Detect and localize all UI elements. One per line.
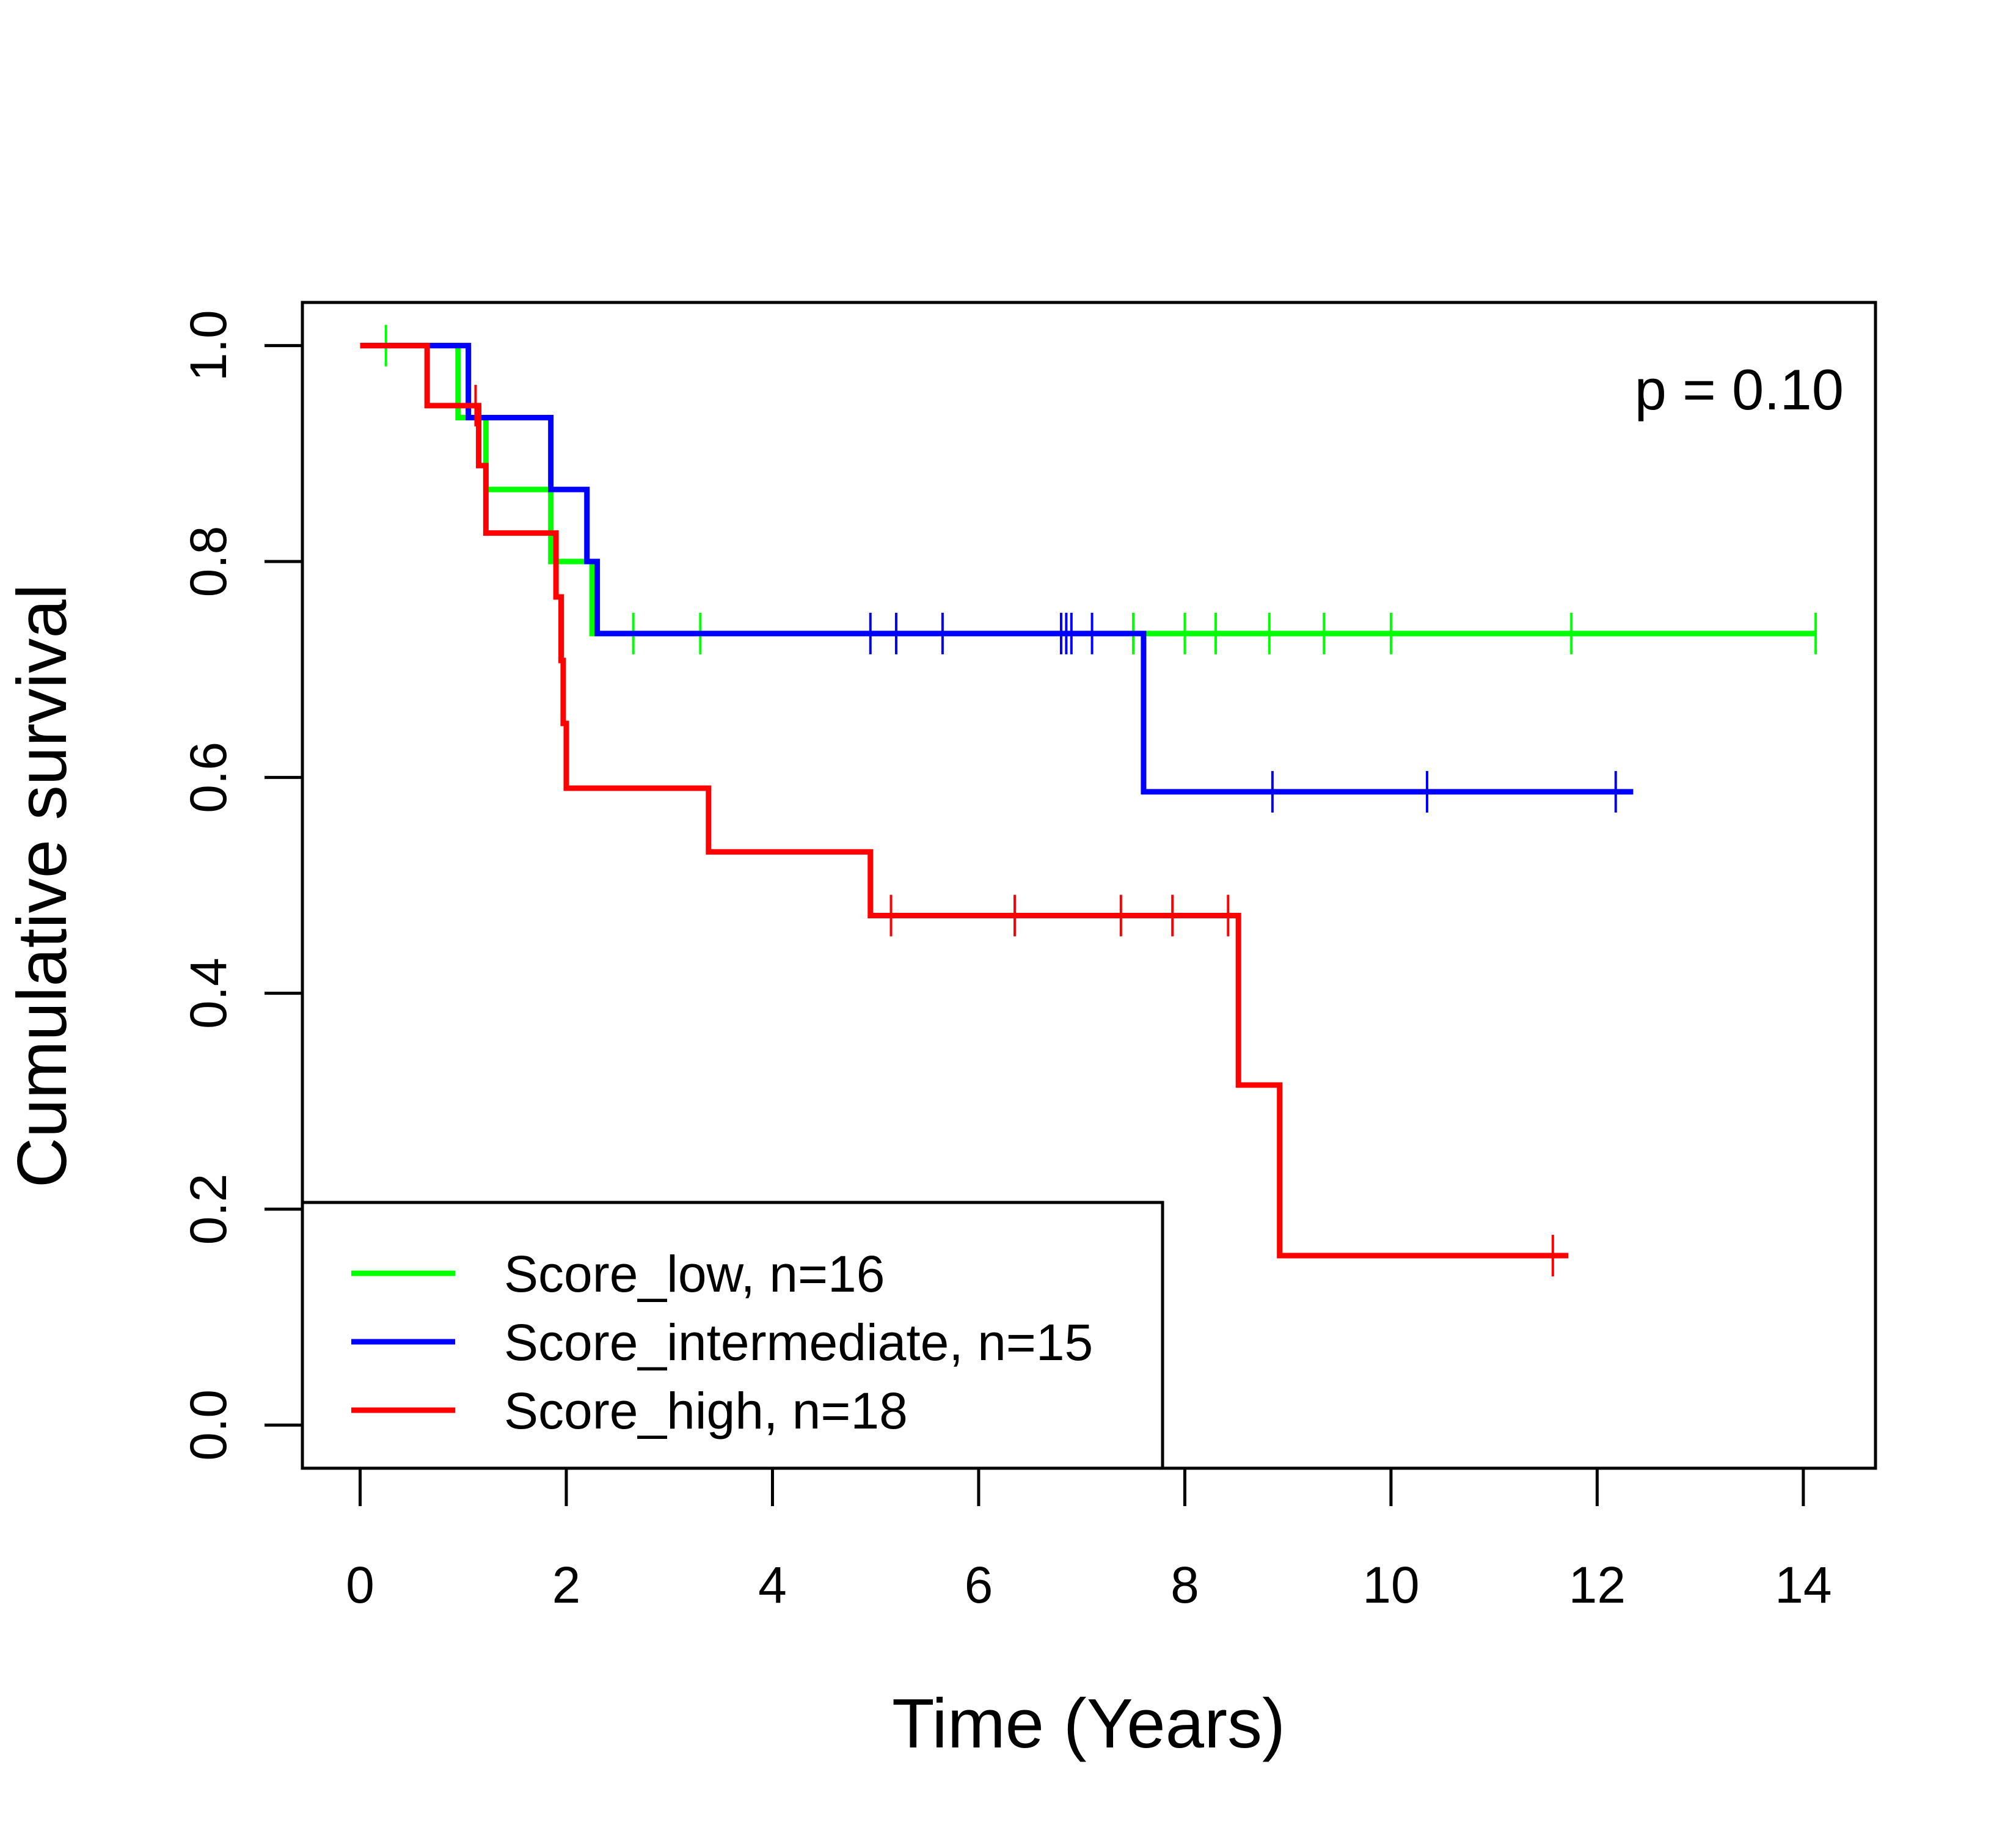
- x-axis-title: Time (Years): [892, 1685, 1285, 1763]
- survival-curve: [360, 343, 1634, 795]
- legend-entry: Score_low, n=16: [351, 1245, 885, 1303]
- x-tick-label: 4: [758, 1556, 787, 1614]
- legend-entries: Score_low, n=16 Score_intermediate, n=15 S…: [351, 1245, 1093, 1440]
- x-tick-label: 14: [1775, 1556, 1832, 1614]
- x-axis: 0 2 4 6 8 10 12 14: [346, 1466, 1832, 1614]
- y-tick-label: 0.4: [180, 957, 237, 1029]
- x-tick-label: 6: [965, 1556, 993, 1614]
- x-tick-label: 12: [1569, 1556, 1626, 1614]
- y-tick-label: 0.8: [180, 526, 237, 598]
- legend-box: [301, 1201, 1164, 1470]
- x-tick-label: 8: [1171, 1556, 1199, 1614]
- y-tick-label: 0.6: [180, 742, 237, 813]
- legend-entry: Score_intermediate, n=15: [351, 1314, 1093, 1371]
- y-axis: 0.0 0.2 0.4 0.6 0.8 1.0: [180, 310, 304, 1461]
- x-tick-label: 2: [552, 1556, 581, 1614]
- y-tick-label: 0.0: [180, 1389, 237, 1461]
- legend-label: Score_low, n=16: [504, 1245, 885, 1303]
- x-tick-label: 0: [346, 1556, 374, 1614]
- legend-label: Score_high, n=18: [504, 1382, 908, 1440]
- legend: Score_low, n=16 Score_intermediate, n=15 S…: [301, 1201, 1164, 1470]
- survival-curve: [360, 343, 1569, 1259]
- y-tick-label: 1.0: [180, 310, 237, 381]
- survival-curve: [360, 343, 1816, 637]
- p-value-annotation: p = 0.10: [1635, 357, 1844, 422]
- legend-entry: Score_high, n=18: [351, 1382, 908, 1440]
- series-2: [360, 343, 1569, 1276]
- x-tick-label: 10: [1362, 1556, 1419, 1614]
- legend-label: Score_intermediate, n=15: [504, 1314, 1093, 1371]
- series-1: [360, 343, 1634, 813]
- series-layer: [360, 324, 1817, 1276]
- y-tick-label: 0.2: [180, 1174, 237, 1245]
- y-axis-title: Cumulative survival: [4, 584, 81, 1188]
